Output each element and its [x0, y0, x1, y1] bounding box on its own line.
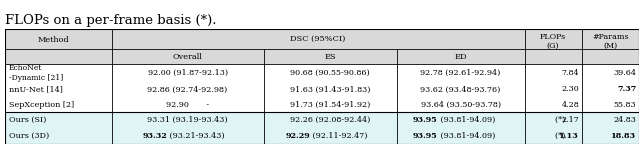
Text: (*): (*): [555, 132, 568, 140]
Text: 4.28: 4.28: [561, 101, 579, 109]
Text: 92.00 (91.87-92.13): 92.00 (91.87-92.13): [148, 69, 228, 77]
Text: 93.62 (93.48-93.76): 93.62 (93.48-93.76): [420, 85, 501, 93]
Text: Ours (SI): Ours (SI): [9, 116, 46, 124]
Text: EchoNet
-Dynamic [21]: EchoNet -Dynamic [21]: [9, 65, 63, 82]
Text: (93.81-94.09): (93.81-94.09): [438, 132, 495, 140]
Text: SepXception [2]: SepXception [2]: [9, 101, 74, 109]
Bar: [5, 97, 639, 112]
Text: (93.81-94.09): (93.81-94.09): [438, 116, 495, 124]
Text: (M): (M): [603, 42, 618, 50]
Text: 90.68 (90.55-90.86): 90.68 (90.55-90.86): [291, 69, 370, 77]
Text: nnU-Net [14]: nnU-Net [14]: [9, 85, 63, 93]
Text: 93.64 (93.50-93.78): 93.64 (93.50-93.78): [420, 101, 500, 109]
Text: (93.21-93.43): (93.21-93.43): [167, 132, 225, 140]
Text: 55.83: 55.83: [614, 101, 636, 109]
Text: 92.90       -: 92.90 -: [166, 101, 209, 109]
Text: 1.13: 1.13: [559, 132, 579, 140]
Text: 91.63 (91.43-91.83): 91.63 (91.43-91.83): [290, 85, 371, 93]
Bar: [5, 49, 639, 64]
Text: 18.83: 18.83: [611, 132, 636, 140]
Text: 2.17: 2.17: [561, 116, 579, 124]
Text: (G): (G): [547, 42, 559, 50]
Text: FLOPs: FLOPs: [540, 33, 566, 41]
Text: 92.78 (92.61-92.94): 92.78 (92.61-92.94): [420, 69, 501, 77]
Text: Method: Method: [37, 36, 69, 44]
Text: Overall: Overall: [173, 53, 202, 61]
Text: FLOPs on a per-frame basis (*).: FLOPs on a per-frame basis (*).: [5, 14, 216, 27]
Bar: [5, 64, 639, 82]
Text: 39.64: 39.64: [613, 69, 636, 77]
Text: (*): (*): [555, 116, 568, 124]
Text: 92.26 (92.08-92.44): 92.26 (92.08-92.44): [290, 116, 371, 124]
Text: ES: ES: [324, 53, 336, 61]
Bar: [5, 29, 639, 49]
Text: 24.83: 24.83: [613, 116, 636, 124]
Bar: [5, 128, 639, 144]
Text: Ours (3D): Ours (3D): [9, 132, 49, 140]
Text: 7.37: 7.37: [617, 85, 636, 93]
Text: 93.95: 93.95: [413, 132, 438, 140]
Bar: [5, 82, 639, 97]
Text: 93.95: 93.95: [413, 116, 438, 124]
Text: 92.86 (92.74-92.98): 92.86 (92.74-92.98): [147, 85, 228, 93]
Text: 2.30: 2.30: [561, 85, 579, 93]
Text: 91.73 (91.54-91.92): 91.73 (91.54-91.92): [290, 101, 371, 109]
Text: 7.84: 7.84: [561, 69, 579, 77]
Text: DSC (95%CI): DSC (95%CI): [291, 35, 346, 43]
Text: 93.32: 93.32: [143, 132, 167, 140]
Text: ED: ED: [454, 53, 467, 61]
Text: 92.29: 92.29: [285, 132, 310, 140]
Text: #Params: #Params: [592, 33, 628, 41]
Bar: [5, 112, 639, 128]
Text: 93.31 (93.19-93.43): 93.31 (93.19-93.43): [147, 116, 228, 124]
Text: (92.11-92.47): (92.11-92.47): [310, 132, 367, 140]
